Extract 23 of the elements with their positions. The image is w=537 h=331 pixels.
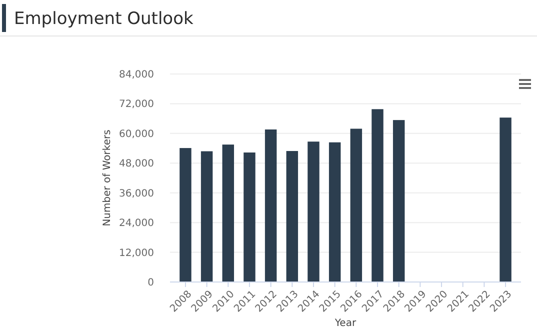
- bar: [180, 148, 192, 282]
- chart-title: Employment Outlook: [14, 9, 194, 29]
- y-tick-label: 12,000: [119, 248, 154, 259]
- y-tick-label: 36,000: [119, 188, 154, 200]
- y-tick-label: 84,000: [119, 70, 154, 80]
- bar: [308, 142, 320, 282]
- bar: [328, 142, 341, 282]
- bar: [286, 151, 298, 282]
- bar: [372, 109, 384, 282]
- y-tick-label: 48,000: [119, 158, 154, 170]
- y-tick-label: 24,000: [119, 218, 154, 230]
- bar: [500, 118, 512, 282]
- bar: [200, 151, 213, 282]
- y-axis-title: Number of Workers: [102, 130, 113, 226]
- x-axis-title: Year: [334, 318, 357, 329]
- bar: [350, 128, 362, 282]
- bar: [222, 144, 234, 282]
- y-tick-label: 72,000: [119, 99, 154, 110]
- bar: [392, 120, 405, 282]
- bar: [264, 129, 277, 282]
- bar: [244, 152, 256, 282]
- y-tick-label: 60,000: [119, 128, 154, 140]
- y-tick-label: 0: [148, 278, 154, 288]
